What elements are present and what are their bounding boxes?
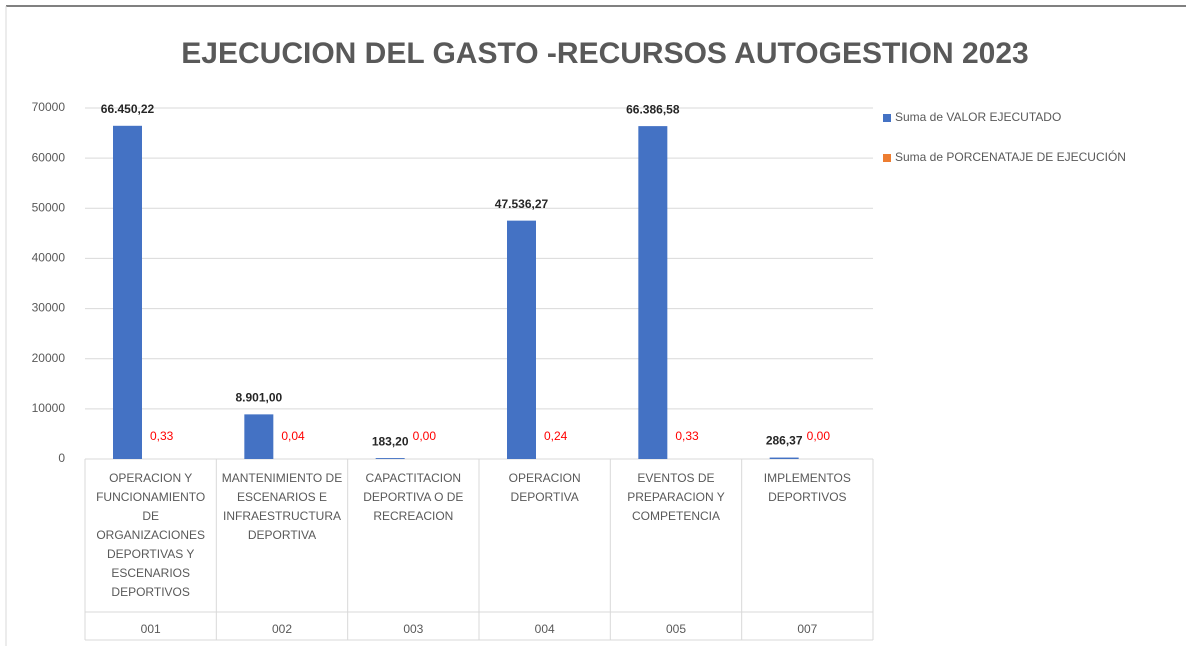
value-label: 47.536,27 (495, 197, 549, 211)
value-label: 286,37 (766, 434, 803, 448)
legend-label: Suma de VALOR EJECUTADO (895, 110, 1061, 124)
y-tick-label: 0 (58, 451, 65, 465)
y-tick-label: 30000 (32, 301, 66, 315)
y-tick-label: 50000 (32, 200, 66, 214)
x-code-label: 005 (666, 622, 686, 636)
value-label: 0,00 (807, 429, 831, 443)
x-tick-label: CAPACTITACION DEPORTIVA O DE RECREACION (363, 471, 464, 523)
value-label: 0,33 (675, 429, 699, 443)
y-tick-label: 10000 (32, 401, 66, 415)
chart-title: EJECUCION DEL GASTO -RECURSOS AUTOGESTIO… (181, 37, 1028, 70)
x-tick-label: IMPLEMENTOS DEPORTIVOS (763, 471, 851, 504)
value-label: 8.901,00 (235, 391, 282, 405)
legend-label: Suma de PORCENATAJE DE EJECUCIÓN (895, 149, 1126, 164)
x-tick-label: MANTENIMIENTO DE ESCENARIOS E INFRAESTRU… (221, 471, 343, 542)
legend-swatch (883, 154, 891, 162)
value-label: 66.386,58 (626, 102, 680, 116)
value-label: 66.450,22 (101, 102, 155, 116)
y-tick-label: 20000 (32, 351, 66, 365)
value-label: 0,33 (150, 429, 174, 443)
value-label: 0,24 (544, 429, 568, 443)
bar (638, 126, 668, 460)
x-code-label: 002 (272, 622, 292, 636)
value-label: 0,00 (413, 429, 437, 443)
bar (113, 125, 142, 459)
x-tick-label: OPERACION DEPORTIVA (508, 471, 581, 504)
bar (769, 457, 799, 459)
legend-swatch (883, 114, 891, 122)
bar (244, 414, 274, 459)
x-code-label: 003 (403, 622, 423, 636)
x-tick-label: OPERACION Y FUNCIONAMIENTO DE ORGANIZACI… (96, 471, 206, 599)
y-tick-label: 40000 (32, 251, 66, 265)
x-tick-label: EVENTOS DE PREPARACION Y COMPETENCIA (627, 471, 725, 523)
bar (375, 458, 405, 459)
y-tick-label: 70000 (32, 100, 66, 114)
y-tick-label: 60000 (32, 150, 66, 164)
bar (507, 220, 536, 459)
x-code-label: 004 (535, 622, 555, 636)
x-code-label: 001 (141, 622, 161, 636)
value-label: 183,20 (372, 434, 409, 448)
x-code-label: 007 (797, 622, 817, 636)
value-label: 0,04 (281, 429, 305, 443)
